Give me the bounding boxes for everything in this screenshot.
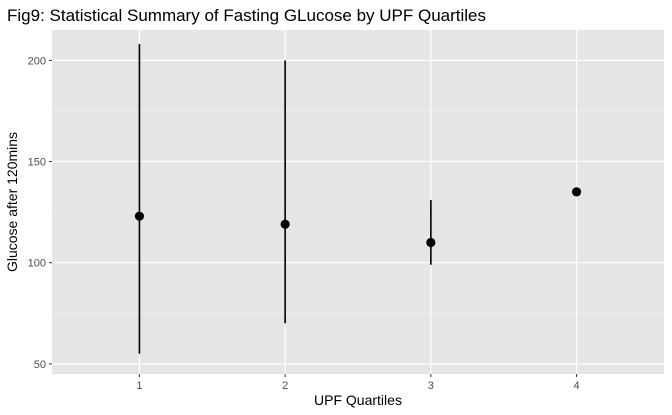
data-point: [134, 211, 145, 221]
data-point: [280, 219, 290, 229]
x-tick-label: 1: [136, 380, 142, 392]
data-point: [426, 237, 436, 248]
x-tick-label: 4: [574, 380, 580, 392]
grid-layer: [52, 30, 664, 374]
chart-title: Fig9: Statistical Summary of Fasting GLu…: [7, 6, 486, 25]
plot-panel: [52, 30, 664, 374]
x-tick-label: 3: [428, 380, 434, 392]
mark-layer: [134, 44, 582, 354]
data-point: [571, 187, 582, 197]
y-tick-label: 100: [28, 258, 46, 270]
y-tick-label: 200: [28, 55, 46, 67]
y-tick-label: 50: [34, 359, 46, 371]
x-tick-label: 2: [282, 380, 288, 392]
axis-layer: 50 100 150 200 1 2 3 4: [28, 55, 580, 392]
x-axis-title: UPF Quartiles: [314, 392, 402, 408]
y-tick-label: 150: [28, 157, 46, 169]
y-axis-title: Glucose after 120mins: [4, 132, 20, 272]
